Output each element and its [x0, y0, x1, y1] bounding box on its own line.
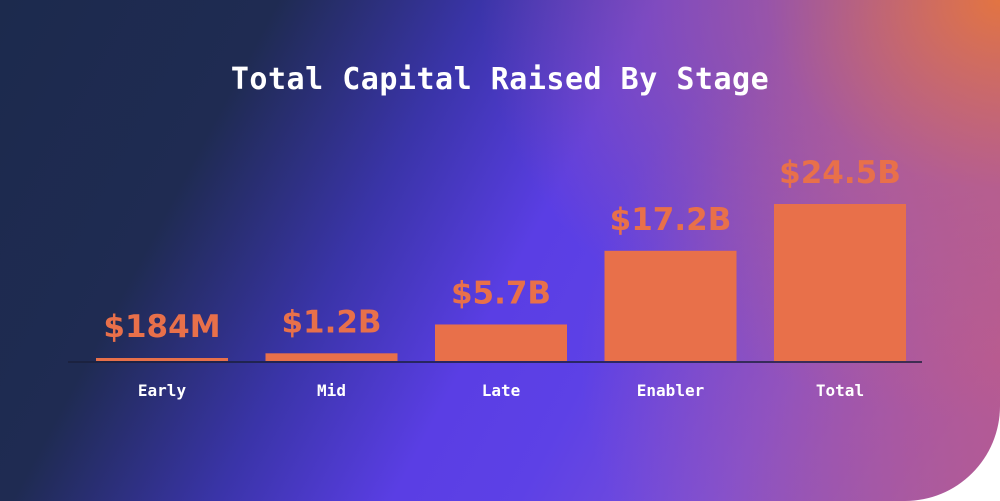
bar-late: [435, 324, 567, 361]
category-label-total: Total: [816, 381, 864, 400]
value-label-total: $24.5B: [779, 155, 901, 191]
bar-total: [774, 204, 906, 361]
bars-group: [96, 204, 906, 361]
category-label-early: Early: [138, 381, 187, 400]
value-label-mid: $1.2B: [281, 304, 381, 340]
value-labels-group: $184M $1.2B $5.7B $17.2B $24.5B: [103, 155, 900, 345]
value-label-enabler: $17.2B: [610, 202, 732, 238]
category-labels-group: Early Mid Late Enabler Total: [138, 381, 864, 400]
bar-early: [96, 358, 228, 361]
category-label-late: Late: [482, 381, 521, 400]
chart-title: Total Capital Raised By Stage: [230, 62, 770, 97]
value-label-early: $184M: [103, 309, 220, 345]
bar-mid: [265, 353, 398, 361]
bar-enabler: [604, 250, 737, 361]
category-label-enabler: Enabler: [637, 381, 704, 400]
category-label-mid: Mid: [317, 381, 346, 400]
value-label-late: $5.7B: [451, 275, 551, 311]
